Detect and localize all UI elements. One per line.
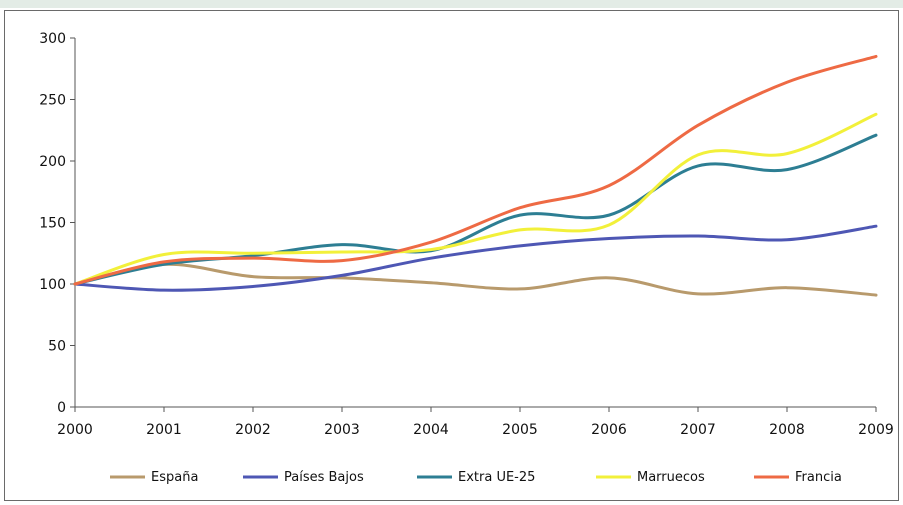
series-line-francia	[73, 54, 878, 286]
series-line-marruecos	[73, 112, 878, 286]
x-tick-label: 2002	[235, 422, 271, 438]
legend-label-marruecos: Marruecos	[637, 470, 705, 485]
y-tick-label: 250	[39, 93, 66, 109]
y-tick-label: 200	[39, 154, 66, 170]
legend-label-extra-ue-25: Extra UE-25	[458, 470, 535, 485]
y-tick-label: 100	[39, 277, 66, 293]
series-line-espana	[73, 262, 878, 297]
x-tick-label: 2009	[858, 422, 894, 438]
y-tick-label: 0	[57, 400, 66, 416]
legend-label-francia: Francia	[795, 470, 842, 485]
x-tick-label: 2001	[146, 422, 182, 438]
legend-label-paises-bajos: Países Bajos	[284, 470, 364, 485]
chart-frame: 0 50 100 150 200 250 300 2000 2001 2002 2003 2004 20…	[4, 10, 899, 501]
x-tick-label: 2007	[680, 422, 716, 438]
top-band	[0, 0, 903, 8]
y-tick-label: 150	[39, 216, 66, 232]
series-line-extra-ue-25	[73, 133, 878, 286]
x-tick-label: 2008	[769, 422, 805, 438]
line-chart: 0 50 100 150 200 250 300 2000 2001 2002 2003 2004 20…	[39, 31, 894, 485]
x-tick-label: 2003	[324, 422, 360, 438]
x-tick-label: 2005	[502, 422, 538, 438]
y-tick-label: 300	[39, 31, 66, 47]
x-tick-label: 2006	[591, 422, 627, 438]
series-line-paises-bajos	[73, 224, 878, 292]
x-tick-label: 2000	[57, 422, 93, 438]
legend-label-espana: España	[151, 470, 198, 485]
x-tick-label: 2004	[413, 422, 449, 438]
y-tick-label: 50	[48, 339, 66, 355]
